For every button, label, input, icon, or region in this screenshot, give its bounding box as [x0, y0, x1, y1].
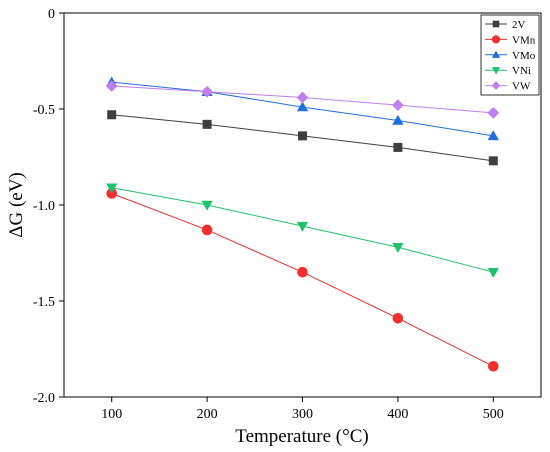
y-axis-title: ΔG (eV) — [6, 172, 27, 238]
data-point-vmo — [296, 101, 309, 112]
data-point-vni — [106, 183, 118, 194]
legend-marker-vmn — [491, 35, 501, 44]
data-point-2v — [107, 110, 117, 120]
data-point-vni — [487, 267, 499, 278]
legend-marker-vni — [491, 67, 501, 75]
ticks: 100 200 300 400 500 0 -0.5 -1.0 -1.5 -2.0 — [33, 7, 504, 422]
data-point-vni — [201, 200, 213, 211]
legend-label-vmn: VMn — [512, 34, 536, 46]
y-tick-label: -2.0 — [33, 391, 55, 406]
data-point-vmn — [106, 188, 117, 199]
data-point-2v — [202, 119, 212, 129]
data-point-vw — [296, 91, 309, 104]
series-line-vmn — [111, 193, 494, 367]
data-point-2v — [393, 142, 403, 152]
data-point-vmn — [488, 360, 499, 372]
x-tick-label: 200 — [197, 407, 218, 422]
y-tick-label: -1.0 — [33, 199, 55, 214]
data-point-vni — [296, 221, 309, 232]
data-point-vmo — [487, 130, 499, 141]
data-point-vw — [105, 80, 118, 92]
y-tick-label: -0.5 — [33, 103, 55, 118]
data-point-vmn — [201, 224, 213, 236]
legend-marker-2v — [492, 20, 500, 28]
legend-label-vmo: VMo — [512, 50, 536, 62]
data-point-vmn — [297, 266, 308, 278]
legend: 2V VMn VMo VNi VW — [480, 14, 540, 96]
data-point-vw — [201, 85, 213, 98]
x-axis-title: Temperature (°C) — [235, 426, 368, 447]
legend-marker-vmo — [491, 50, 501, 58]
legend-marker-vw — [491, 81, 501, 90]
data-point-2v — [488, 156, 498, 166]
y-tick-label: -1.5 — [33, 295, 55, 310]
data-point-vmo — [392, 114, 404, 125]
legend-label-2v: 2V — [512, 19, 526, 31]
plot-frame — [63, 12, 542, 398]
data-point-vw — [392, 99, 404, 112]
x-tick-label: 300 — [292, 407, 313, 422]
data-point-vmn — [392, 312, 404, 324]
x-tick-label: 500 — [483, 407, 504, 422]
y-tick-label: 0 — [48, 7, 55, 22]
data-point-vni — [392, 243, 404, 253]
legend-label-vw: VW — [512, 81, 531, 93]
x-tick-label: 100 — [101, 407, 122, 422]
x-tick-label: 400 — [387, 407, 408, 422]
series-layer — [105, 76, 500, 372]
legend-label-vni: VNi — [512, 65, 531, 77]
data-point-vw — [487, 106, 500, 119]
data-point-2v — [298, 131, 307, 141]
